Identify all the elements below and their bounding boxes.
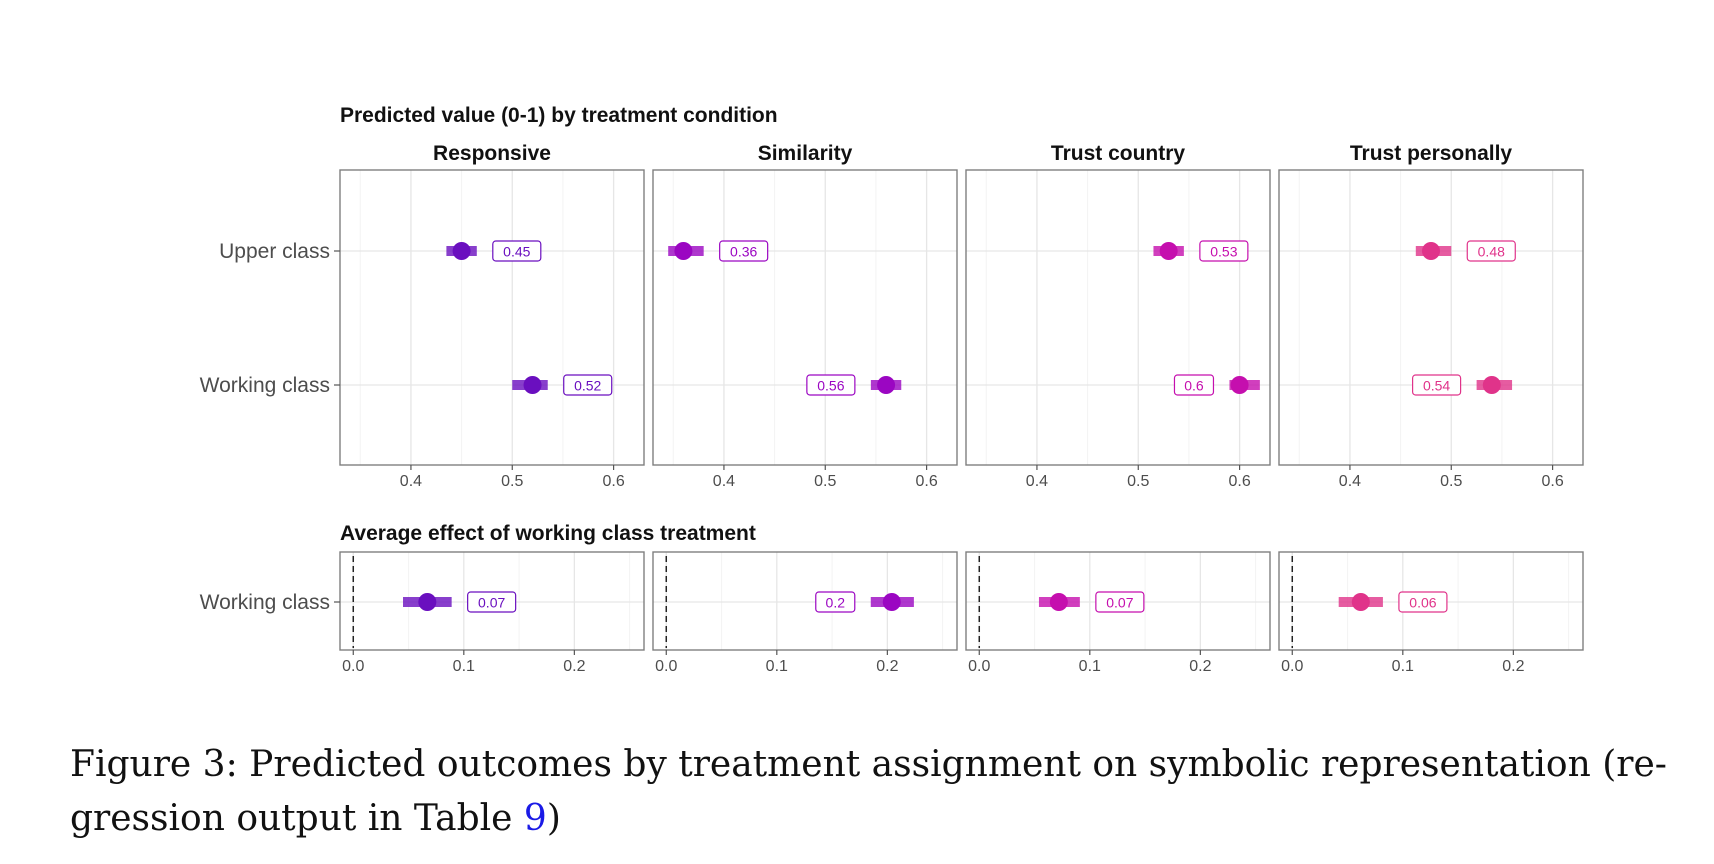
facet-title: Trust country (1051, 142, 1186, 165)
panel-top-0: Responsive 0.4 0.5 0.6 0.45 0.52 (339, 142, 645, 490)
point-estimate-marker (877, 376, 896, 394)
x-tick-label: 0.6 (1228, 473, 1250, 490)
value-label-box (719, 240, 769, 262)
figure-3-chart: Predicted value (0-1) by treatment condi… (200, 104, 1584, 675)
panel-top-3: Trust personally 0.4 0.5 0.6 0.48 0.54 (1278, 142, 1584, 490)
x-tick-label: 0.6 (915, 473, 937, 490)
panel-border (965, 169, 1271, 466)
table-reference-link[interactable]: 9 (523, 798, 547, 839)
point-estimate-marker (1351, 593, 1370, 611)
point-estimate-marker (1049, 593, 1068, 611)
value-label: 0.48 (1478, 244, 1505, 260)
caption-text-end: ) (546, 798, 561, 839)
value-label-box (1466, 240, 1516, 262)
x-tick-label: 0.5 (1440, 473, 1462, 490)
x-tick-label: 0.2 (1502, 658, 1524, 675)
point-estimate-marker (674, 242, 693, 260)
value-label: 0.56 (817, 378, 844, 394)
point-estimate-marker (1230, 376, 1249, 394)
value-label: 0.2 (826, 595, 846, 611)
chart-title-bottom: Average effect of working class treatmen… (340, 522, 756, 545)
point-estimate-marker (523, 376, 542, 394)
x-tick-label: 0.4 (1026, 473, 1048, 490)
value-label-box (563, 374, 613, 396)
value-label-box (815, 591, 856, 613)
value-label: 0.07 (478, 595, 505, 611)
x-tick-label: 0.0 (1281, 658, 1303, 675)
point-estimate-marker (1159, 242, 1178, 260)
panel-border (652, 169, 958, 466)
value-label: 0.07 (1106, 595, 1133, 611)
panel-border (965, 551, 1271, 651)
x-tick-label: 0.1 (1079, 658, 1101, 675)
panel-top-1: Similarity 0.4 0.5 0.6 0.36 0.56 (652, 142, 958, 490)
value-label: 0.52 (574, 378, 601, 394)
panel-bottom-1: 0.0 0.1 0.2 0.2 (652, 551, 958, 675)
x-tick-label: 0.0 (342, 658, 364, 675)
x-tick-label: 0.0 (968, 658, 990, 675)
x-tick-label: 0.0 (655, 658, 677, 675)
y-category-label: Working class (200, 374, 330, 397)
value-label-box (806, 374, 856, 396)
x-tick-label: 0.1 (766, 658, 788, 675)
point-estimate-marker (1482, 376, 1501, 394)
panel-bottom-0: 0.0 0.1 0.2 0.07 (339, 551, 645, 675)
x-tick-label: 0.2 (563, 658, 585, 675)
x-tick-label: 0.5 (1127, 473, 1149, 490)
x-tick-label: 0.5 (501, 473, 523, 490)
value-label-box (1173, 374, 1215, 396)
x-tick-label: 0.2 (876, 658, 898, 675)
caption-text: Figure 3: Predicted outcomes by treatmen… (70, 744, 1667, 839)
x-tick-label: 0.6 (1541, 473, 1563, 490)
y-category-label: Upper class (219, 240, 330, 263)
value-label: 0.53 (1210, 244, 1237, 260)
value-label-box (1411, 374, 1462, 396)
x-tick-label: 0.4 (713, 473, 735, 490)
point-estimate-marker (882, 593, 901, 611)
x-tick-label: 0.4 (1339, 473, 1361, 490)
x-tick-label: 0.6 (602, 473, 624, 490)
x-tick-label: 0.1 (453, 658, 475, 675)
point-estimate-marker (1422, 242, 1440, 260)
panel-border (339, 551, 645, 651)
y-category-label: Working class (200, 591, 330, 614)
chart-group-top: Predicted value (0-1) by treatment condi… (200, 104, 1584, 490)
figure-caption: Figure 3: Predicted outcomes by treatmen… (70, 738, 1680, 846)
value-label: 0.54 (1423, 378, 1450, 394)
x-tick-label: 0.5 (814, 473, 836, 490)
value-label: 0.06 (1409, 595, 1436, 611)
value-label-box (492, 240, 542, 262)
x-tick-label: 0.2 (1189, 658, 1211, 675)
value-label: 0.36 (730, 244, 757, 260)
panel-border (1278, 169, 1584, 466)
facet-title: Similarity (758, 142, 853, 165)
value-label: 0.6 (1184, 378, 1204, 394)
point-estimate-marker (452, 242, 471, 260)
facet-title: Trust personally (1350, 142, 1513, 165)
value-label: 0.45 (503, 244, 530, 260)
value-label-box (1398, 591, 1448, 613)
point-estimate-marker (418, 593, 437, 611)
panel-border (652, 551, 958, 651)
panel-bottom-3: 0.0 0.1 0.2 0.06 (1278, 551, 1584, 675)
value-label-box (1199, 240, 1249, 262)
facet-title: Responsive (433, 142, 551, 165)
x-tick-label: 0.4 (400, 473, 422, 490)
panel-border (339, 169, 645, 466)
value-label-box (1095, 591, 1145, 613)
chart-group-bottom: Average effect of working class treatmen… (200, 522, 1584, 675)
panel-border (1278, 551, 1584, 651)
chart-title-top: Predicted value (0-1) by treatment condi… (340, 104, 778, 127)
panel-bottom-2: 0.0 0.1 0.2 0.07 (965, 551, 1271, 675)
value-label-box (467, 591, 517, 613)
panel-top-2: Trust country 0.4 0.5 0.6 0.53 0.6 (965, 142, 1271, 490)
x-tick-label: 0.1 (1392, 658, 1414, 675)
